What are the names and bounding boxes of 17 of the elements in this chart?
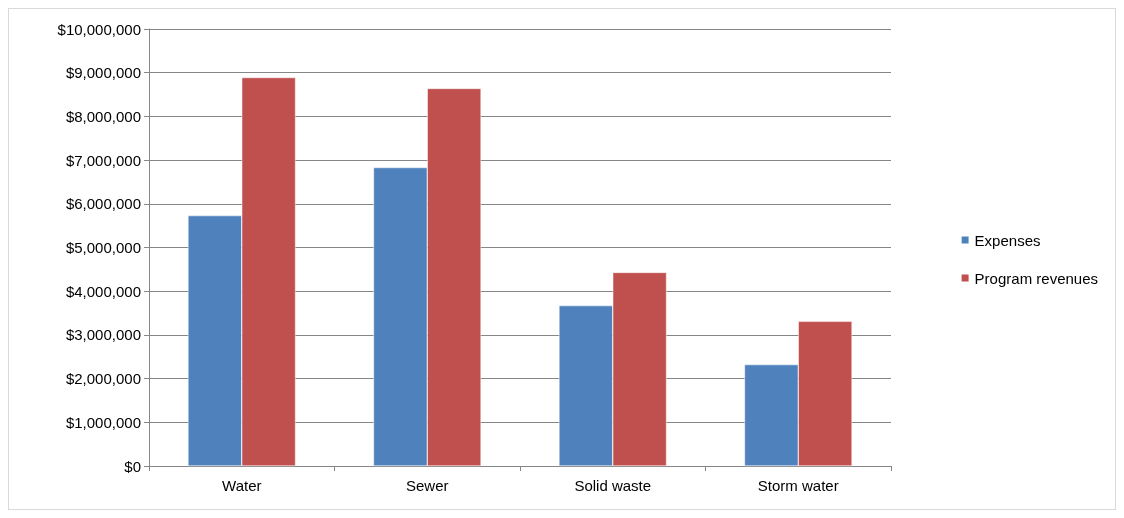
y-tick-label: $8,000,000 <box>65 107 141 125</box>
y-tick-label: $4,000,000 <box>65 282 141 300</box>
y-tick-label: $7,000,000 <box>65 151 141 169</box>
y-tick-label: $5,000,000 <box>65 239 141 256</box>
x-tick-label: Solid waste <box>574 477 652 494</box>
y-tick-label: $6,000,000 <box>65 195 141 213</box>
y-tick-label: $3,000,000 <box>65 326 141 344</box>
y-tick-label: $2,000,000 <box>65 370 141 388</box>
y-tick-label: $1,000,000 <box>65 413 141 431</box>
y-tick-label: $0 <box>124 457 141 475</box>
y-tick-label: $10,000,000 <box>57 20 141 38</box>
x-tick-label: Water <box>222 477 262 494</box>
y-tick-label: $9,000,000 <box>65 64 141 82</box>
legend-label: Program revenues <box>974 269 1099 287</box>
legend-label: Expenses <box>974 231 1041 249</box>
x-tick-label: Storm water <box>757 477 839 494</box>
x-tick-label: Sewer <box>405 477 449 494</box>
